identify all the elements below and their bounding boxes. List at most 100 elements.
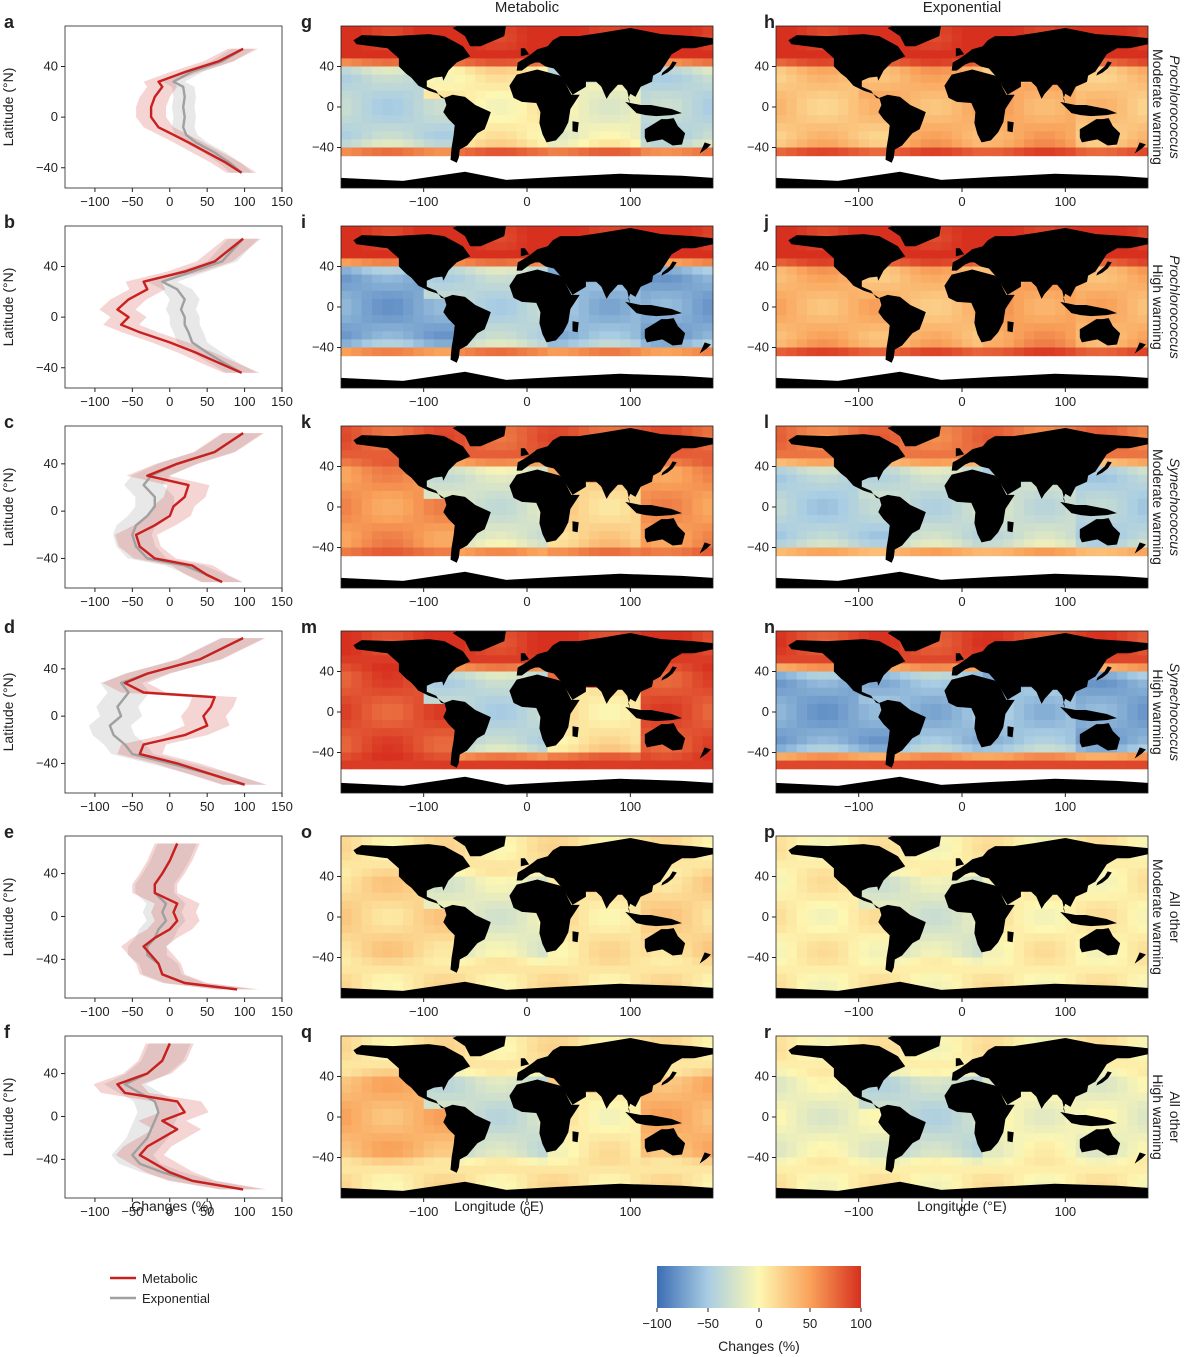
heatmap-cell	[931, 82, 942, 92]
land-northAmerica	[353, 234, 471, 299]
heatmap-cell	[1127, 466, 1139, 476]
heatmap-cell	[372, 703, 383, 713]
heatmap-cell	[910, 531, 922, 540]
heatmap-cell	[962, 712, 973, 721]
heatmap-cell	[516, 426, 528, 435]
heatmap-cell	[807, 74, 818, 84]
heatmap-cell	[1075, 695, 1087, 705]
heatmap-cell	[1003, 315, 1015, 324]
heatmap-cell	[671, 147, 683, 157]
heatmap-cell	[900, 474, 911, 484]
map-x-tick-label: 0	[523, 594, 530, 609]
heatmap-cell	[423, 90, 435, 100]
heatmap-cell	[341, 282, 352, 292]
heatmap-cell	[475, 258, 487, 268]
heatmap-cell	[702, 258, 713, 268]
heatmap-cell	[351, 123, 363, 132]
heatmap-cell	[506, 515, 518, 524]
heatmap-cell	[682, 131, 693, 140]
heatmap-cell	[516, 323, 528, 332]
heatmap-cell	[527, 703, 538, 713]
land-uk	[520, 448, 530, 457]
heatmap-cell	[786, 671, 798, 681]
heatmap-cell	[692, 426, 704, 435]
heatmap-cell	[941, 744, 953, 754]
heatmap-cell	[671, 426, 683, 435]
heatmap-cell	[993, 631, 1004, 640]
heatmap-cell	[1065, 547, 1077, 557]
heatmap-cell	[454, 679, 466, 689]
heatmap-cell	[620, 515, 631, 524]
heatmap-cell	[951, 234, 963, 243]
heatmap-cell	[516, 339, 528, 349]
heatmap-cell	[941, 679, 953, 689]
heatmap-cell	[392, 26, 404, 35]
heatmap-cell	[1024, 498, 1035, 508]
heatmap-cell	[568, 131, 580, 140]
heatmap-cell	[962, 307, 973, 316]
heatmap-cell	[1137, 474, 1148, 484]
heatmap-cell	[609, 323, 621, 332]
heatmap-cell	[1024, 147, 1035, 157]
heatmap-cell	[951, 539, 963, 549]
heatmap-cell	[589, 226, 600, 235]
heatmap-cell	[796, 744, 808, 754]
heatmap-cell	[558, 752, 569, 762]
heatmap-cell	[454, 490, 466, 500]
heatmap-cell	[807, 307, 818, 316]
heatmap-cell	[434, 323, 445, 332]
heatmap-cell	[382, 90, 394, 100]
heatmap-cell	[630, 331, 642, 340]
heatmap-cell	[941, 90, 953, 100]
heatmap-cell	[1003, 339, 1015, 349]
heatmap-cell	[630, 123, 642, 132]
heatmap-cell	[1096, 290, 1108, 300]
heatmap-cell	[516, 498, 528, 508]
heatmap-cell	[434, 315, 445, 324]
heatmap-cell	[1075, 687, 1087, 697]
heatmap-cell	[1075, 547, 1087, 557]
heatmap-cell	[496, 482, 507, 492]
heatmap-cell	[702, 671, 713, 681]
heatmap-cell	[827, 82, 839, 92]
heatmap-cell	[1003, 115, 1015, 124]
heatmap-cell	[516, 107, 528, 116]
heatmap-cell	[702, 98, 713, 108]
land-indonesia	[625, 706, 682, 722]
heatmap-cell	[962, 115, 973, 124]
panel-label-k: k	[301, 412, 312, 432]
heatmap-cell	[671, 290, 683, 300]
heatmap-cell	[506, 720, 518, 729]
heatmap-cell	[951, 323, 963, 332]
heatmap-cell	[682, 339, 693, 349]
heatmap-cell	[1055, 147, 1066, 157]
profile-x-tick-label: 50	[200, 799, 214, 814]
heatmap-cell	[858, 315, 870, 324]
heatmap-cell	[671, 98, 683, 108]
heatmap-cell	[1013, 695, 1025, 705]
heatmap-cell	[1003, 720, 1015, 729]
heatmap-cell	[341, 507, 352, 516]
profile-y-tick-label: 0	[51, 109, 58, 124]
heatmap-cell	[630, 539, 642, 549]
heatmap-cell	[341, 42, 352, 51]
heatmap-cell	[496, 744, 507, 754]
heatmap-cell	[465, 695, 476, 705]
heatmap-cell	[951, 720, 963, 729]
heatmap-cell	[516, 347, 528, 357]
heatmap-cell	[423, 147, 435, 157]
land-greenland	[452, 226, 506, 247]
heatmap-cell	[1137, 282, 1148, 292]
heatmap-cell	[640, 82, 652, 92]
heatmap-cell	[848, 539, 860, 549]
heatmap-cell	[827, 115, 839, 124]
heatmap-cell	[640, 515, 652, 524]
heatmap-cell	[423, 687, 435, 697]
panel-label-l: l	[764, 412, 769, 432]
heatmap-cell	[682, 290, 693, 300]
heatmap-cell	[941, 274, 953, 284]
heatmap-cell	[485, 720, 497, 729]
heatmap-cell	[1034, 26, 1046, 35]
heatmap-cell	[702, 655, 713, 664]
